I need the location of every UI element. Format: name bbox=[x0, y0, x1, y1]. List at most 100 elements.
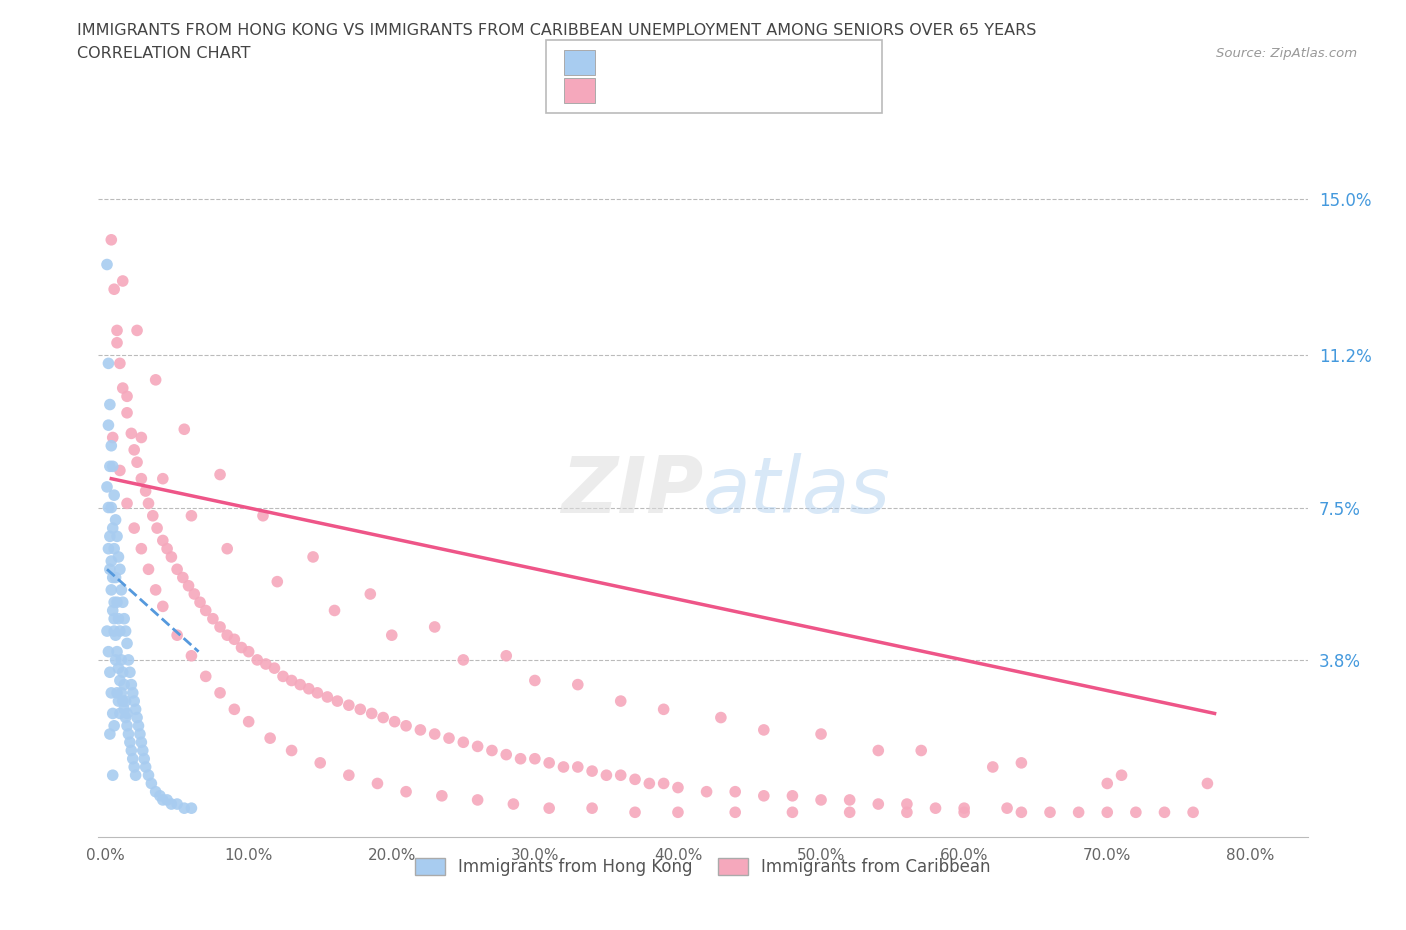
Point bbox=[360, 706, 382, 721]
Point bbox=[104, 512, 127, 527]
Point bbox=[1010, 804, 1032, 819]
Point bbox=[104, 653, 127, 668]
Point bbox=[135, 760, 157, 775]
Point bbox=[495, 648, 517, 663]
Point bbox=[896, 804, 918, 819]
Point bbox=[752, 789, 775, 804]
Point bbox=[238, 644, 260, 659]
Point bbox=[98, 397, 121, 412]
Point bbox=[183, 587, 205, 602]
Point bbox=[105, 644, 128, 659]
Point bbox=[101, 570, 124, 585]
Point bbox=[316, 689, 339, 704]
Point bbox=[117, 726, 139, 741]
Text: R =: R = bbox=[602, 53, 636, 72]
Point bbox=[103, 541, 125, 556]
Point bbox=[114, 711, 136, 725]
Point bbox=[100, 685, 122, 700]
Point bbox=[1097, 776, 1119, 790]
Point bbox=[266, 574, 288, 589]
Point bbox=[101, 458, 124, 473]
Point bbox=[567, 760, 589, 775]
Point bbox=[107, 660, 129, 675]
Point bbox=[98, 726, 121, 741]
Point bbox=[111, 595, 134, 610]
Point bbox=[110, 653, 132, 668]
Point bbox=[172, 570, 194, 585]
Legend: Immigrants from Hong Kong, Immigrants from Caribbean: Immigrants from Hong Kong, Immigrants fr… bbox=[409, 851, 997, 883]
Point bbox=[188, 595, 211, 610]
Point bbox=[252, 509, 274, 524]
Point bbox=[103, 718, 125, 733]
Point bbox=[553, 760, 575, 775]
Point bbox=[652, 702, 675, 717]
Point bbox=[101, 706, 124, 721]
Point bbox=[752, 723, 775, 737]
Point bbox=[124, 702, 146, 717]
Point bbox=[122, 521, 145, 536]
Point bbox=[138, 562, 160, 577]
Point bbox=[995, 801, 1018, 816]
Point bbox=[131, 541, 153, 556]
Point bbox=[115, 718, 138, 733]
Point bbox=[868, 797, 890, 812]
Point bbox=[666, 804, 689, 819]
Point bbox=[652, 776, 675, 790]
Point bbox=[782, 789, 804, 804]
Text: N =: N = bbox=[728, 82, 762, 100]
Point bbox=[145, 582, 167, 597]
Point bbox=[118, 735, 141, 750]
Point bbox=[107, 611, 129, 626]
Point bbox=[180, 801, 202, 816]
Point bbox=[326, 694, 349, 709]
Point bbox=[131, 430, 153, 445]
Point bbox=[111, 665, 134, 680]
Point bbox=[96, 480, 118, 495]
Point bbox=[323, 603, 346, 618]
Point bbox=[115, 636, 138, 651]
Point bbox=[173, 801, 195, 816]
Point bbox=[337, 768, 360, 783]
Point bbox=[111, 694, 134, 709]
Point bbox=[152, 472, 174, 486]
Point bbox=[131, 472, 153, 486]
Point bbox=[953, 801, 976, 816]
Point bbox=[430, 789, 453, 804]
Point bbox=[111, 273, 134, 288]
Point bbox=[101, 521, 124, 536]
Point bbox=[263, 660, 285, 675]
Point bbox=[105, 323, 128, 338]
Text: atlas: atlas bbox=[703, 453, 891, 529]
Point bbox=[152, 599, 174, 614]
Point bbox=[1010, 755, 1032, 770]
Point bbox=[118, 665, 141, 680]
Point bbox=[98, 529, 121, 544]
Point bbox=[453, 653, 475, 668]
Point bbox=[149, 789, 172, 804]
Point bbox=[910, 743, 932, 758]
Text: CORRELATION CHART: CORRELATION CHART bbox=[77, 46, 250, 61]
Point bbox=[100, 553, 122, 568]
Point bbox=[896, 797, 918, 812]
Point bbox=[724, 804, 747, 819]
Point bbox=[110, 685, 132, 700]
Point bbox=[108, 562, 131, 577]
Point bbox=[254, 657, 277, 671]
Point bbox=[115, 496, 138, 511]
Point bbox=[100, 582, 122, 597]
Point bbox=[423, 726, 446, 741]
Point bbox=[194, 603, 217, 618]
Point bbox=[138, 768, 160, 783]
Point bbox=[467, 792, 489, 807]
Point bbox=[981, 760, 1004, 775]
Point bbox=[98, 665, 121, 680]
Text: -0.059: -0.059 bbox=[654, 53, 711, 72]
Point bbox=[509, 751, 531, 766]
Point bbox=[259, 731, 281, 746]
Point bbox=[122, 694, 145, 709]
Point bbox=[160, 797, 183, 812]
Point bbox=[108, 463, 131, 478]
Point bbox=[624, 804, 647, 819]
Point bbox=[101, 768, 124, 783]
Point bbox=[124, 768, 146, 783]
